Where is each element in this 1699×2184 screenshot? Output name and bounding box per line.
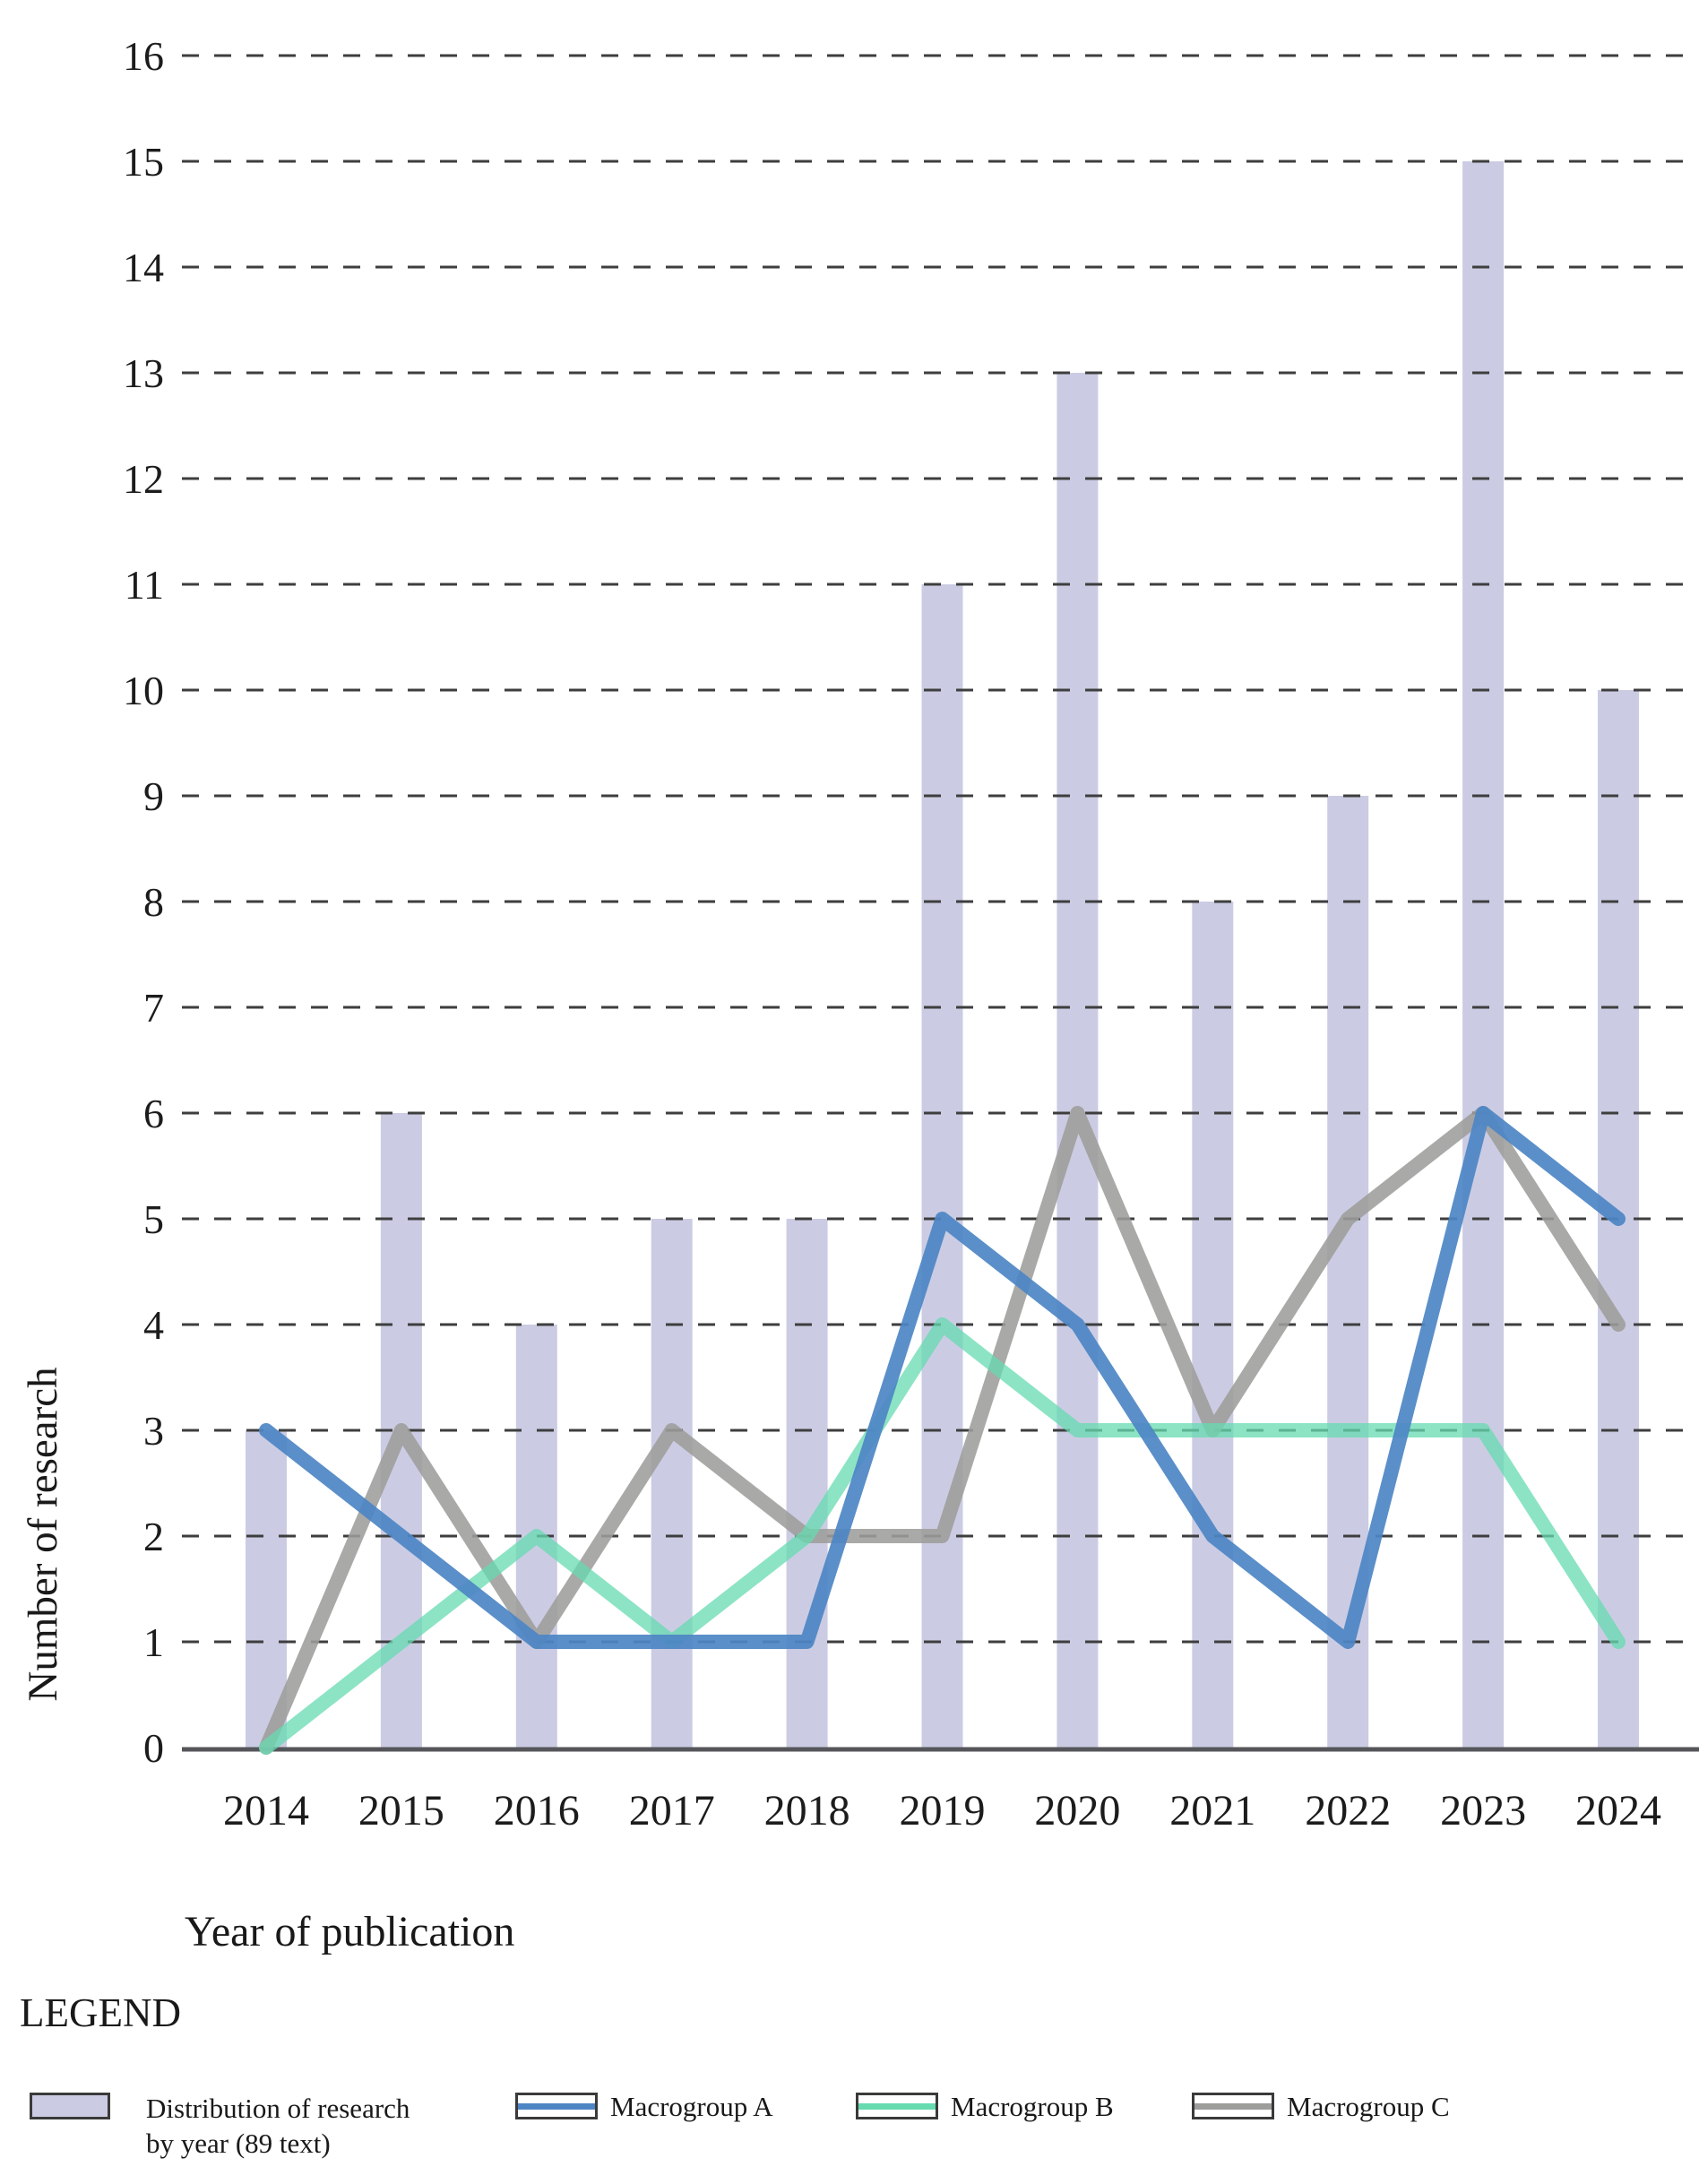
legend-item-macrogroup-a: Macrogroup A [515,2091,773,2124]
x-axis-title: Year of publication [185,1908,515,1955]
y-tick-4: 4 [143,1302,164,1348]
legend-heading: LEGEND [20,1990,181,2035]
x-tick-2018: 2018 [764,1787,850,1834]
x-tick-2016: 2016 [494,1787,580,1834]
bar-2019 [921,584,963,1748]
y-tick-15: 15 [123,139,164,185]
y-tick-3: 3 [143,1408,164,1454]
y-tick-8: 8 [143,879,164,925]
bar-swatch [30,2093,110,2119]
y-tick-7: 7 [143,985,164,1031]
line-swatch-c [1192,2093,1274,2119]
legend-label-macrogroup-b: Macrogroup B [951,2091,1114,2122]
bar-2017 [651,1219,693,1748]
bar-2023 [1462,161,1505,1748]
x-tick-2017: 2017 [629,1787,715,1834]
x-tick-2020: 2020 [1034,1787,1120,1834]
y-tick-6: 6 [143,1091,164,1136]
line-macrogroup-a [259,1106,1626,1649]
bar-2020 [1056,373,1099,1748]
legend-item-distribution: Distribution of research by year (89 tex… [30,2093,410,2161]
y-tick-9: 9 [143,773,164,819]
x-tick-2021: 2021 [1169,1787,1255,1834]
y-tick-0: 0 [143,1725,164,1771]
line-macrogroup-b [259,1317,1626,1755]
legend-item-macrogroup-c: Macrogroup C [1192,2091,1450,2124]
y-axis-title: Number of research [20,1367,66,1702]
legend-item-macrogroup-b: Macrogroup B [856,2091,1114,2124]
y-tick-16: 16 [123,33,164,79]
y-tick-12: 12 [123,456,164,502]
bar-2014 [246,1430,287,1748]
x-tick-2019: 2019 [900,1787,986,1834]
y-tick-11: 11 [125,562,164,608]
y-tick-5: 5 [143,1196,164,1242]
x-tick-2023: 2023 [1440,1787,1526,1834]
y-tick-14: 14 [123,245,164,290]
legend-label-distribution: Distribution of research by year (89 tex… [146,2093,410,2159]
legend-label-macrogroup-a: Macrogroup A [610,2091,773,2122]
legend-label-macrogroup-c: Macrogroup C [1287,2091,1450,2122]
line-swatch-b [856,2093,938,2119]
x-tick-2014: 2014 [223,1787,309,1834]
x-tick-2022: 2022 [1305,1787,1391,1834]
y-tick-1: 1 [143,1619,164,1665]
y-tick-10: 10 [123,668,164,713]
y-tick-2: 2 [143,1514,164,1559]
line-swatch-a [515,2093,598,2119]
bar-2018 [786,1219,828,1748]
x-tick-2015: 2015 [358,1787,444,1834]
x-tick-2024: 2024 [1575,1787,1661,1834]
y-tick-13: 13 [123,350,164,396]
